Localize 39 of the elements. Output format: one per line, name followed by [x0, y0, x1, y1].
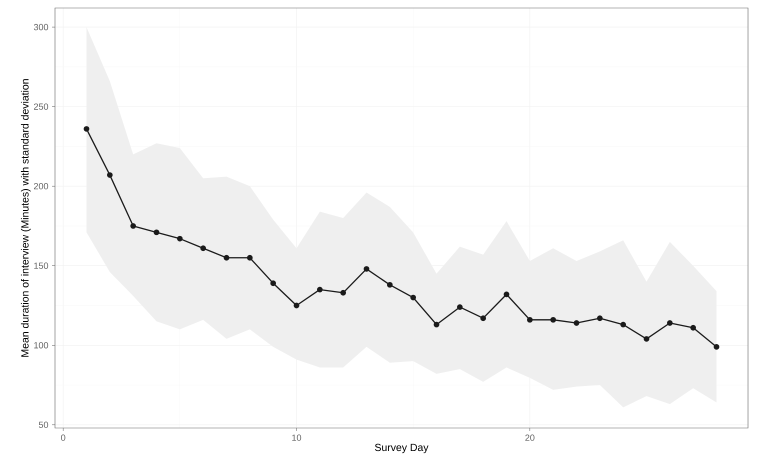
point [130, 223, 136, 229]
point [270, 280, 276, 286]
x-tick-label: 20 [525, 434, 534, 441]
y-tick-label: 250 [34, 103, 48, 110]
point [340, 290, 346, 296]
y-axis-title: Mean duration of interview (Minutes) with standard deviation [20, 79, 31, 357]
point [410, 294, 416, 300]
y-tick-label: 200 [34, 183, 48, 190]
x-tick-label: 10 [292, 434, 302, 441]
point [667, 320, 673, 326]
y-tick-label: 100 [34, 342, 48, 348]
point [644, 336, 650, 342]
point [527, 316, 533, 323]
y-tick-label: 300 [34, 24, 48, 30]
y-tick-label: 50 [38, 422, 48, 428]
x-axis-title: Survey Day [374, 444, 428, 454]
point [434, 322, 440, 328]
point [176, 236, 183, 242]
point [714, 344, 720, 350]
point [364, 266, 370, 272]
point [294, 302, 300, 308]
y-tick-label: 150 [34, 262, 48, 269]
point [386, 282, 393, 288]
point [224, 254, 230, 261]
point [550, 316, 556, 323]
point [457, 304, 463, 310]
point [597, 315, 603, 322]
point [480, 315, 486, 322]
x-tick-label: 0 [61, 434, 66, 441]
point [106, 172, 113, 178]
point [504, 292, 510, 298]
point [154, 229, 160, 236]
point [246, 254, 253, 261]
point [84, 126, 90, 132]
point [200, 245, 206, 252]
point [620, 322, 626, 328]
point [574, 320, 580, 326]
point [316, 286, 323, 292]
point [690, 324, 696, 331]
